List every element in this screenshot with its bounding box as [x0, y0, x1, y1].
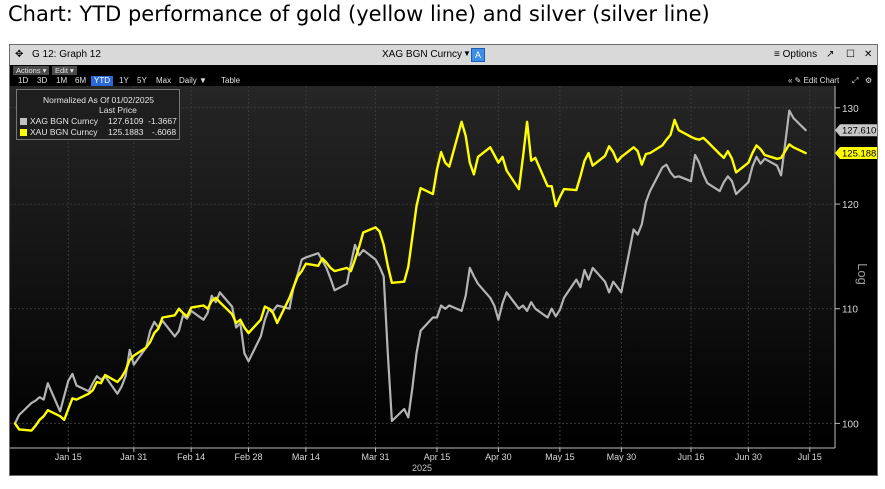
legend-last-gold: 125.1883	[108, 127, 144, 137]
x-tick-label: Jun 16	[677, 452, 704, 462]
range-1y[interactable]: 1Y	[119, 76, 129, 85]
chart-caption: Chart: YTD performance of gold (yellow l…	[8, 2, 710, 26]
legend-swatch-gold	[20, 129, 27, 136]
last-value-label-silver: 127.6109	[842, 126, 877, 137]
legend-name-silver: XAG BGN Curncy	[30, 116, 99, 126]
window-titlebar: ✥ G 12: Graph 12 XAG BGN Curncy ▼ A ≡ Op…	[10, 45, 877, 65]
bloomberg-graph-window: ✥ G 12: Graph 12 XAG BGN Curncy ▼ A ≡ Op…	[9, 44, 878, 476]
ticker-field[interactable]: XAG BGN Curncy	[382, 49, 463, 60]
last-value-tag-silver	[835, 124, 877, 137]
y-axis-label: Log	[855, 263, 870, 285]
x-tick-label: Apr 30	[485, 452, 512, 462]
x-tick-label: Jan 31	[120, 452, 147, 462]
edit-menu[interactable]: Edit ▾	[52, 66, 77, 75]
legend-name-gold: XAU BGN Curncy	[30, 127, 98, 137]
series-line-silver	[13, 109, 807, 425]
x-tick-label: Feb 28	[235, 452, 263, 462]
range-1m[interactable]: 1M	[56, 76, 68, 85]
table-button[interactable]: Table	[221, 76, 241, 85]
x-tick-label: Jan 15	[55, 452, 82, 462]
range-6m[interactable]: 6M	[75, 76, 87, 85]
x-tick-label: May 15	[545, 452, 575, 462]
frequency-select[interactable]: Daily ▼	[179, 76, 207, 85]
price-chart[interactable]: 100 110 120 130 Jan 15 Jan 31 Feb 14 Feb 28 Mar…	[10, 86, 877, 476]
y-axis-ticks: 100 110 120 130	[835, 104, 859, 430]
x-tick-label: Jul 15	[798, 452, 822, 462]
move-icon[interactable]: ✥	[15, 49, 24, 60]
x-tick-label: Feb 14	[177, 452, 205, 462]
x-tick-label: Apr 15	[424, 452, 451, 462]
legend-change-gold: -.6068	[152, 127, 177, 137]
y-tick-label: 100	[842, 419, 859, 430]
legend-swatch-silver	[20, 118, 27, 125]
popout-icon[interactable]: ↗	[826, 49, 835, 60]
plot-background	[10, 86, 835, 448]
x-tick-label: Mar 31	[362, 452, 390, 462]
legend-last-silver: 127.6109	[108, 116, 144, 126]
last-value-tag-gold	[835, 147, 877, 160]
y-tick-label: 110	[842, 305, 858, 316]
last-value-tags: 127.6109 125.1883	[835, 124, 877, 160]
range-3d[interactable]: 3D	[37, 76, 48, 85]
edit-chart-button[interactable]: « ✎ Edit Chart	[788, 76, 840, 85]
legend-change-silver: -1.3667	[148, 116, 177, 126]
range-ytd[interactable]: YTD	[91, 76, 113, 86]
legend-header-normalized: Normalized As Of 01/02/2025	[43, 95, 155, 105]
last-value-label-gold: 125.1883	[842, 149, 877, 160]
chart-legend[interactable]: Normalized As Of 01/02/2025 Last Price X…	[16, 89, 180, 140]
range-toolbar: 1D 3D 1M 6M YTD 1Y 5Y Max Daily ▼ Table …	[10, 75, 877, 86]
range-5y[interactable]: 5Y	[137, 76, 147, 85]
menu-bar: Actions ▾ Edit ▾	[10, 65, 877, 75]
x-tick-label: Jun 30	[735, 452, 762, 462]
x-tick-label: May 30	[607, 452, 637, 462]
maximize-icon[interactable]: ☐	[846, 49, 855, 60]
actions-menu[interactable]: Actions ▾	[13, 66, 50, 75]
y-tick-label: 130	[842, 104, 859, 115]
x-tick-label: Mar 14	[292, 452, 320, 462]
expand-icon[interactable]: ⤢	[852, 76, 859, 85]
range-1d[interactable]: 1D	[18, 76, 29, 85]
x-axis-year-label: 2025	[412, 463, 432, 473]
settings-icon[interactable]: ⚙	[865, 76, 873, 85]
legend-header-last-price: Last Price	[99, 105, 137, 115]
options-menu[interactable]: ≡ Options	[774, 49, 818, 60]
close-icon[interactable]: ✕	[864, 49, 873, 60]
series-line-gold	[13, 118, 807, 432]
x-axis-ticks: Jan 15 Jan 31 Feb 14 Feb 28 Mar 14 Mar 31 Apr …	[55, 448, 822, 462]
range-max[interactable]: Max	[156, 76, 172, 85]
y-tick-label: 120	[842, 200, 859, 211]
series-lines	[13, 109, 807, 432]
ticker-dropdown-icon[interactable]: ▼	[463, 49, 471, 58]
ticker-badge[interactable]: A	[471, 48, 485, 62]
window-title: G 12: Graph 12	[32, 49, 101, 60]
